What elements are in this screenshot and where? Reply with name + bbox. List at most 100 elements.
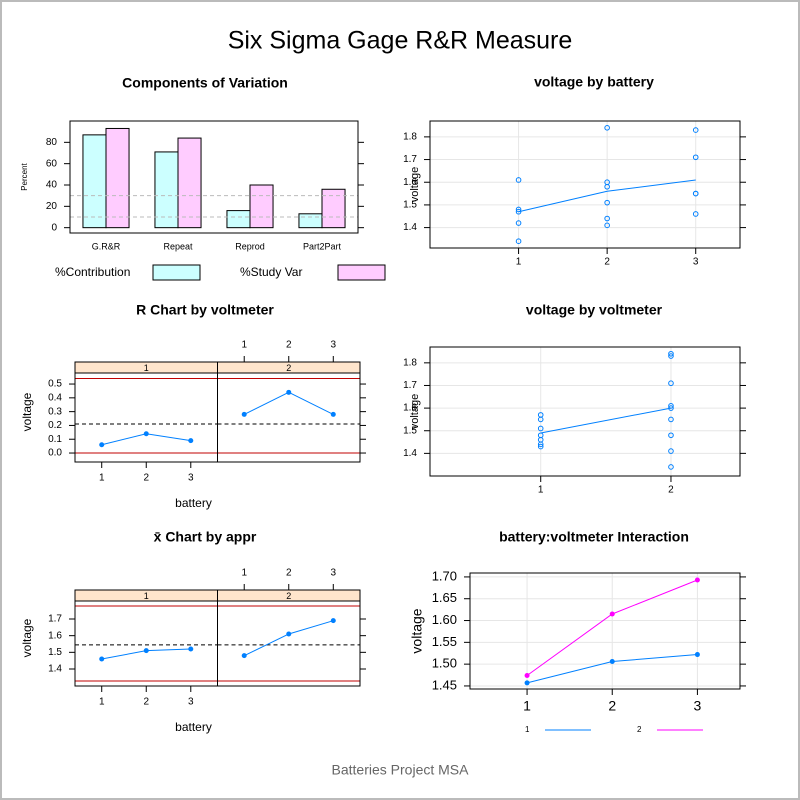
legend-label: %Study Var xyxy=(240,265,302,279)
point xyxy=(694,577,700,583)
plot-frame xyxy=(429,346,741,477)
y-tick-label: 1.4 xyxy=(403,448,417,459)
point xyxy=(515,220,522,226)
strip-label: 2 xyxy=(286,591,291,601)
point xyxy=(99,656,105,662)
y-tick-label: 40 xyxy=(46,180,58,191)
point xyxy=(188,646,194,652)
y-tick-label: 0.4 xyxy=(48,392,62,403)
point xyxy=(692,127,699,133)
y-tick-label: 1.5 xyxy=(403,425,417,436)
point xyxy=(692,154,699,161)
point xyxy=(604,125,610,131)
y-axis-label: voltage xyxy=(409,608,425,653)
x-tick-label: 1 xyxy=(241,568,247,579)
y-tick-label: 0 xyxy=(51,222,57,233)
bar xyxy=(154,151,179,229)
plot-frame xyxy=(429,120,741,249)
x-tick-label: 1 xyxy=(538,485,544,496)
point xyxy=(515,238,522,244)
point xyxy=(604,199,610,206)
plot-frame xyxy=(469,572,741,690)
y-tick-label: 1.4 xyxy=(403,222,417,233)
x-tick-label: 1 xyxy=(99,697,105,708)
x-tick-label: 2 xyxy=(286,568,292,579)
footer: Batteries Project MSA xyxy=(332,762,470,778)
x-tick-label: 3 xyxy=(694,698,702,714)
chart-title: R Chart by voltmeter xyxy=(136,302,274,318)
x-tick-label: Reprod xyxy=(235,241,265,251)
y-axis-label: voltage xyxy=(409,167,421,202)
chart-title: Components of Variation xyxy=(122,75,288,91)
y-tick-label: 1.6 xyxy=(403,403,417,414)
x-tick-label: 3 xyxy=(331,568,337,579)
x-axis-label: battery xyxy=(175,720,212,734)
chart-title: voltage by voltmeter xyxy=(526,302,663,318)
legend-swatch xyxy=(152,264,201,281)
x-tick-label: 1 xyxy=(241,340,247,351)
y-tick-label: 60 xyxy=(46,158,58,169)
legend-label: 1 xyxy=(525,725,530,734)
legend-label: %Contribution xyxy=(55,265,130,279)
y-tick-label: 1.65 xyxy=(432,590,457,605)
x-tick-label: Part2Part xyxy=(303,241,342,251)
point xyxy=(524,672,530,678)
point xyxy=(604,215,610,222)
y-tick-label: 1.50 xyxy=(432,656,457,671)
y-tick-label: 0.3 xyxy=(48,406,62,417)
mean-line xyxy=(518,179,696,213)
y-tick-label: 1.4 xyxy=(48,664,62,675)
point xyxy=(668,464,674,470)
y-tick-label: 1.7 xyxy=(48,614,62,625)
point xyxy=(692,190,699,197)
point xyxy=(241,411,247,417)
point xyxy=(604,222,610,229)
point xyxy=(286,389,292,395)
plot-frame xyxy=(69,120,359,234)
bar xyxy=(226,210,251,229)
point xyxy=(537,416,544,423)
strip-label: 1 xyxy=(144,591,149,601)
y-tick-label: 20 xyxy=(46,201,58,212)
x-tick-label: 1 xyxy=(523,698,531,714)
point xyxy=(609,659,615,665)
point xyxy=(537,441,544,448)
x-tick-label: 1 xyxy=(99,473,105,484)
point xyxy=(515,177,522,183)
x-tick-label: Repeat xyxy=(163,241,193,251)
point xyxy=(515,206,522,213)
chart-title: voltage by battery xyxy=(534,74,654,90)
x-tick-label: 2 xyxy=(286,340,292,351)
page-title: Six Sigma Gage R&R Measure xyxy=(228,27,573,55)
y-tick-label: 80 xyxy=(46,137,58,148)
y-axis-label: voltage xyxy=(409,394,421,429)
bar xyxy=(298,213,323,229)
point xyxy=(668,380,674,387)
point xyxy=(609,611,615,617)
y-tick-label: 1.8 xyxy=(403,357,417,368)
y-tick-label: 1.5 xyxy=(403,200,417,211)
point xyxy=(330,618,336,624)
point xyxy=(668,353,674,359)
chart-title: battery:voltmeter Interaction xyxy=(499,529,689,545)
x-tick-label: 3 xyxy=(188,473,194,484)
y-tick-label: 1.7 xyxy=(403,154,417,165)
strip-label: 1 xyxy=(144,363,149,373)
y-tick-label: 1.6 xyxy=(48,630,62,641)
y-tick-label: 1.60 xyxy=(432,612,457,627)
x-tick-label: 3 xyxy=(188,697,194,708)
point xyxy=(668,448,674,454)
point xyxy=(99,442,105,448)
y-tick-label: 1.8 xyxy=(403,132,417,143)
y-tick-label: 0.1 xyxy=(48,434,62,445)
point xyxy=(604,183,610,190)
bar xyxy=(105,127,130,229)
point xyxy=(330,411,336,417)
x-tick-label: 3 xyxy=(331,340,337,351)
point xyxy=(515,208,522,215)
y-tick-label: 1.5 xyxy=(48,647,62,658)
point xyxy=(537,425,544,432)
